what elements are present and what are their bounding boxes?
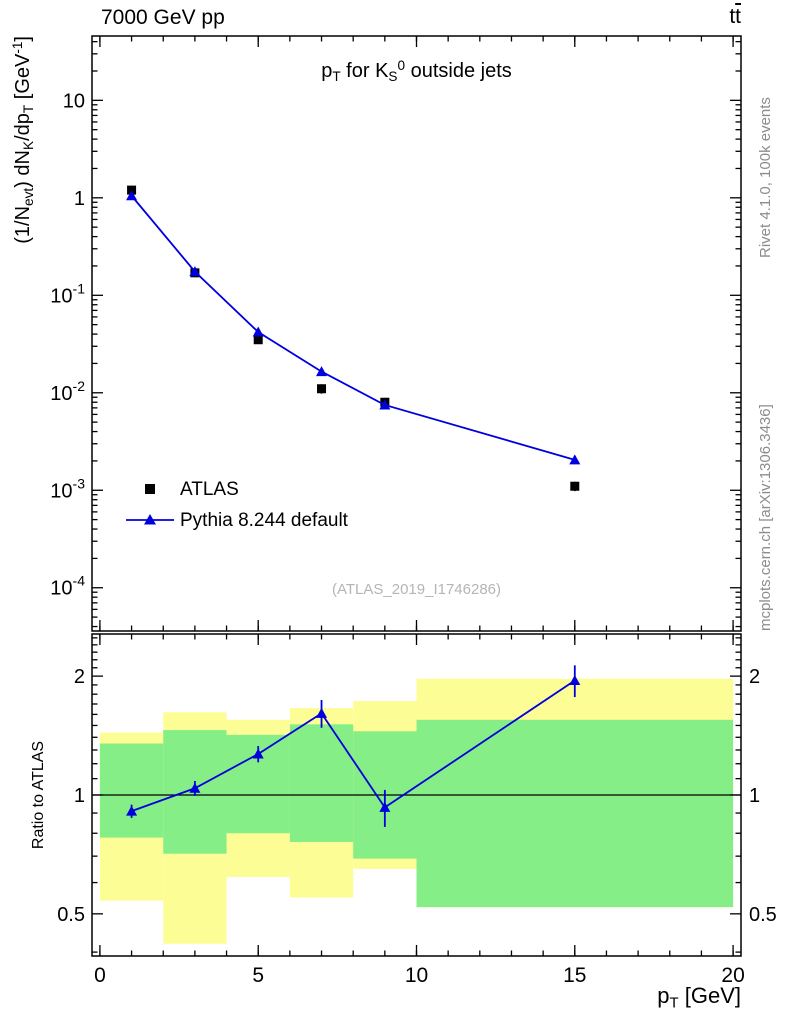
marker-triangle [252,326,264,337]
header-beam-energy: 7000 GeV pp [101,6,225,29]
y-tick-label: 10-4 [50,573,85,600]
marker-triangle [379,801,391,812]
analysis-watermark: (ATLAS_2019_I1746286) [331,581,501,598]
marker-triangle [126,190,138,201]
x-tick-label: 20 [721,964,744,987]
series-line [130,195,576,461]
ratio-y-tick-label-right: 0.5 [749,904,777,926]
ratio-y-axis-label: Ratio to ATLAS [30,740,47,850]
legend-label-atlas: ATLAS [180,479,239,500]
marker-triangle [316,707,328,718]
series-line [131,679,576,812]
x-tick-label: 0 [94,964,106,987]
marker-square [570,481,580,491]
plot-frame [91,35,742,632]
y-tick-label: 10 [63,90,85,112]
mcplots-arxiv-label: mcplots.cern.ch [arXiv:1306.3436] [757,404,774,631]
marker-triangle [569,674,581,685]
ratio-y-tick-label: 1 [74,785,85,807]
ratio-y-tick-label: 2 [74,666,85,688]
header-process-ttbar: tt [729,5,741,28]
marker-triangle [569,454,581,465]
y-tick-label: 10-2 [50,378,85,405]
y-tick-label: 10-3 [50,475,85,502]
ratio-y-tick-label-right: 1 [749,785,760,807]
marker-square [127,185,137,195]
marker-square [253,335,263,345]
uncertainty-band-green [99,743,164,838]
marker-triangle [316,366,328,377]
x-axis-label: pT [GeV] [657,983,741,1012]
marker-triangle [379,399,391,410]
marker-triangle [252,748,264,759]
marker-triangle [126,805,138,816]
y-axis-label: (1/Nevt) dNK/dpT [GeV-1] [10,36,36,244]
y-tick-label: 10-1 [50,280,85,307]
legend-marker-pythia-triangle [144,514,156,525]
marker-triangle [189,266,201,277]
marker-triangle [189,782,201,793]
legend-label-pythia: Pythia 8.244 default [180,510,348,531]
plot-title: pT for KS0 outside jets [321,58,512,84]
x-tick-label: 15 [563,964,586,987]
x-tick-label: 10 [405,964,428,987]
uncertainty-band-green [416,719,734,908]
y-tick-label: 1 [74,188,85,210]
marker-square [317,384,327,394]
legend-marker-atlas-square [145,484,155,494]
ratio-y-tick-label-right: 2 [749,666,760,688]
ratio-y-tick-label: 0.5 [57,904,85,926]
uncertainty-band-green [289,724,354,843]
x-tick-label: 5 [252,964,264,987]
rivet-version-label: Rivet 4.1.0, 100k events [757,97,774,258]
